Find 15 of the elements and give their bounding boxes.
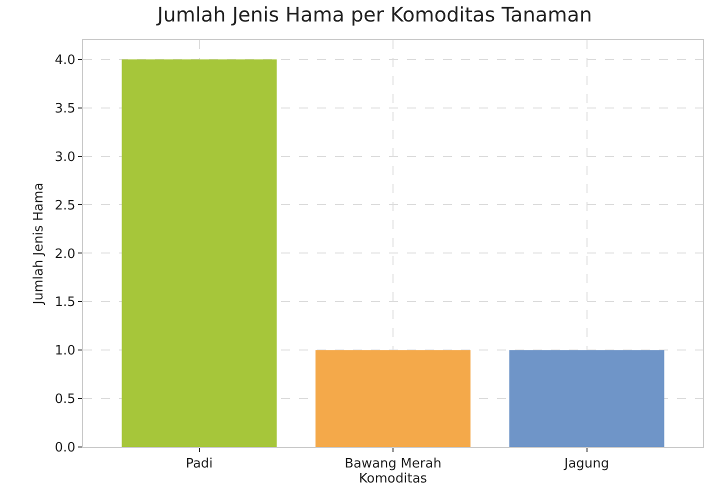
x-tick-label: Bawang Merah xyxy=(344,456,442,472)
x-tick-label: Padi xyxy=(186,456,213,472)
chart-title: Jumlah Jenis Hama per Komoditas Tanaman xyxy=(155,2,592,26)
y-tick-label: 0.0 xyxy=(54,440,76,456)
x-tick-label: Jagung xyxy=(563,456,610,472)
x-axis-title: Komoditas xyxy=(358,472,428,487)
y-tick-label: 1.5 xyxy=(54,295,76,310)
y-tick-label: 2.5 xyxy=(54,198,76,214)
y-tick-label: 0.5 xyxy=(54,392,76,408)
y-axis-title: Jumlah Jenis Hama xyxy=(32,182,47,306)
y-tick-label: 1.0 xyxy=(54,344,76,359)
y-tick-label: 4.0 xyxy=(54,52,76,68)
y-tick-label: 2.0 xyxy=(54,246,76,262)
y-tick-label: 3.0 xyxy=(54,150,76,165)
y-tick-label: 3.5 xyxy=(54,101,76,116)
